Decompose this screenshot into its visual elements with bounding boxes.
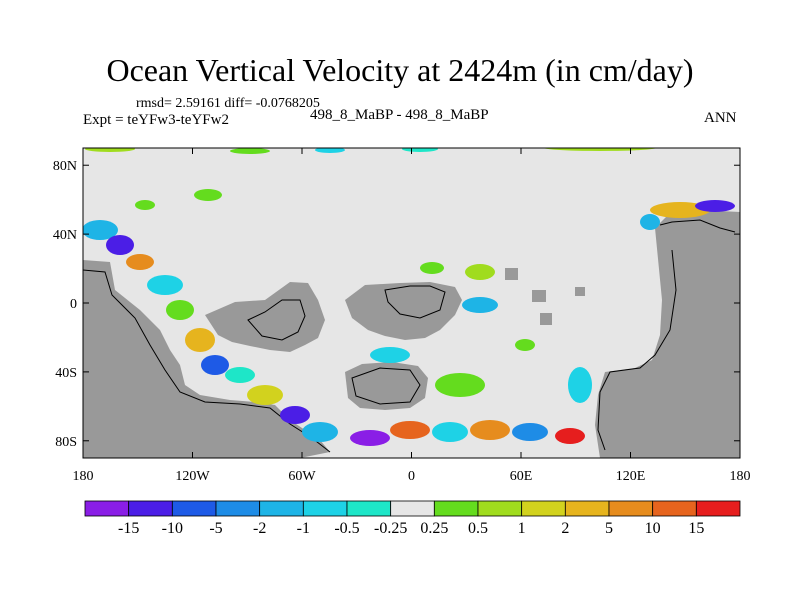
colorbar-label: -15 [118,520,139,537]
colorbar-swatch [215,500,261,517]
case-label: 498_8_MaBP - 498_8_MaBP [310,107,489,123]
colorbar-swatch [433,500,479,517]
coastline-west [83,269,331,453]
experiment-label: Expt = teYFw3-teYFw2 [83,112,229,128]
colorbar-label: -5 [209,520,222,537]
y-tick-label: 40N [53,228,77,243]
field-cell [435,373,485,397]
coastline-africa [247,299,306,341]
land-small-patches [505,268,585,325]
field-cell [390,421,430,439]
colorbar-swatch [171,500,217,517]
coastline-south [351,367,421,405]
field-cell [126,254,154,270]
colorbar-swatch [84,500,130,517]
colorbar-label: -0.25 [374,520,407,537]
colorbar-label: 15 [688,520,704,537]
colorbar-label: 10 [645,520,661,537]
colorbar-label: 0.5 [468,520,488,537]
colorbar-label: -10 [162,520,183,537]
field-cell [280,406,310,424]
x-tick-label: 0 [408,469,415,484]
stats-text: rmsd= 2.59161 diff= -0.0768205 [136,96,320,111]
field-cell [462,297,498,313]
coastlines [83,219,736,453]
field-cell [512,423,548,441]
colorbar-swatch [477,500,523,517]
field-cell [640,214,660,230]
field-cell [85,148,135,152]
colorbar-label: 0.25 [420,520,448,537]
field-cell [147,275,183,295]
colorbar-label: 1 [518,520,526,537]
field-cell [83,220,118,240]
field-cell [465,264,495,280]
colorbar-swatch [259,500,304,517]
field-cell [370,347,410,363]
colorbar-swatch [302,500,348,517]
x-tick-label: 180 [730,469,751,484]
field-cell [135,200,155,210]
land-south-america [83,260,330,458]
x-tick-label: 120E [616,469,646,484]
coastline-central [384,285,446,319]
field-cell [194,189,222,201]
field-cell [225,367,255,383]
land-central [345,282,462,340]
plot-title: Ocean Vertical Velocity at 2424m (in cm/… [106,52,694,88]
x-tick-label: 60E [510,469,533,484]
colorbar-swatch [608,500,654,517]
colorbar-label: 2 [561,520,569,537]
field-cell [230,148,270,154]
land-south-block [345,362,428,410]
x-tick-label: 120W [175,469,210,484]
field-cell [106,235,134,255]
field-cell [432,422,468,442]
field-cell [185,328,215,352]
field-cell [695,200,735,212]
field-cell [568,367,592,403]
field-cell [201,355,229,375]
field-cell [541,148,659,151]
colorbar-swatch [564,500,610,517]
colorbar: -15 -10 -5 -2 -1 -0.5 -0.25 0.25 0.5 1 2 5 10 15 [84,500,741,537]
colorbar-swatch [695,500,741,517]
colorbar-label: -0.5 [334,520,359,537]
field-cell [402,148,438,152]
field-cell [470,420,510,440]
colorbar-label: -1 [297,520,310,537]
field-cell [166,300,194,320]
field-cell [315,148,345,153]
y-tick-label: 40S [55,366,77,381]
coastline-east [597,219,736,451]
colorbar-swatch [652,500,697,517]
x-tick-label: 60W [288,469,316,484]
y-tick-label: 0 [70,297,77,312]
colorbar-swatch [128,500,173,517]
colorbar-label: -2 [253,520,266,537]
season-label: ANN [704,110,737,126]
axes: 180 120W 60W 0 60E 120E 180 80N 40N 0 40S 80S [53,148,751,484]
y-tick-label: 80S [55,435,77,450]
field-cell [515,339,535,351]
field-cell [350,430,390,446]
colorbar-swatch [346,500,392,517]
x-tick-label: 180 [73,469,94,484]
colorbar-swatch [521,500,566,517]
field-cell [420,262,444,274]
field-cell [302,422,338,442]
field-cell [555,428,585,444]
colorbar-label: 5 [605,520,613,537]
y-tick-label: 80N [53,159,77,174]
field-cell [247,385,283,405]
colorbar-swatch [390,500,435,517]
